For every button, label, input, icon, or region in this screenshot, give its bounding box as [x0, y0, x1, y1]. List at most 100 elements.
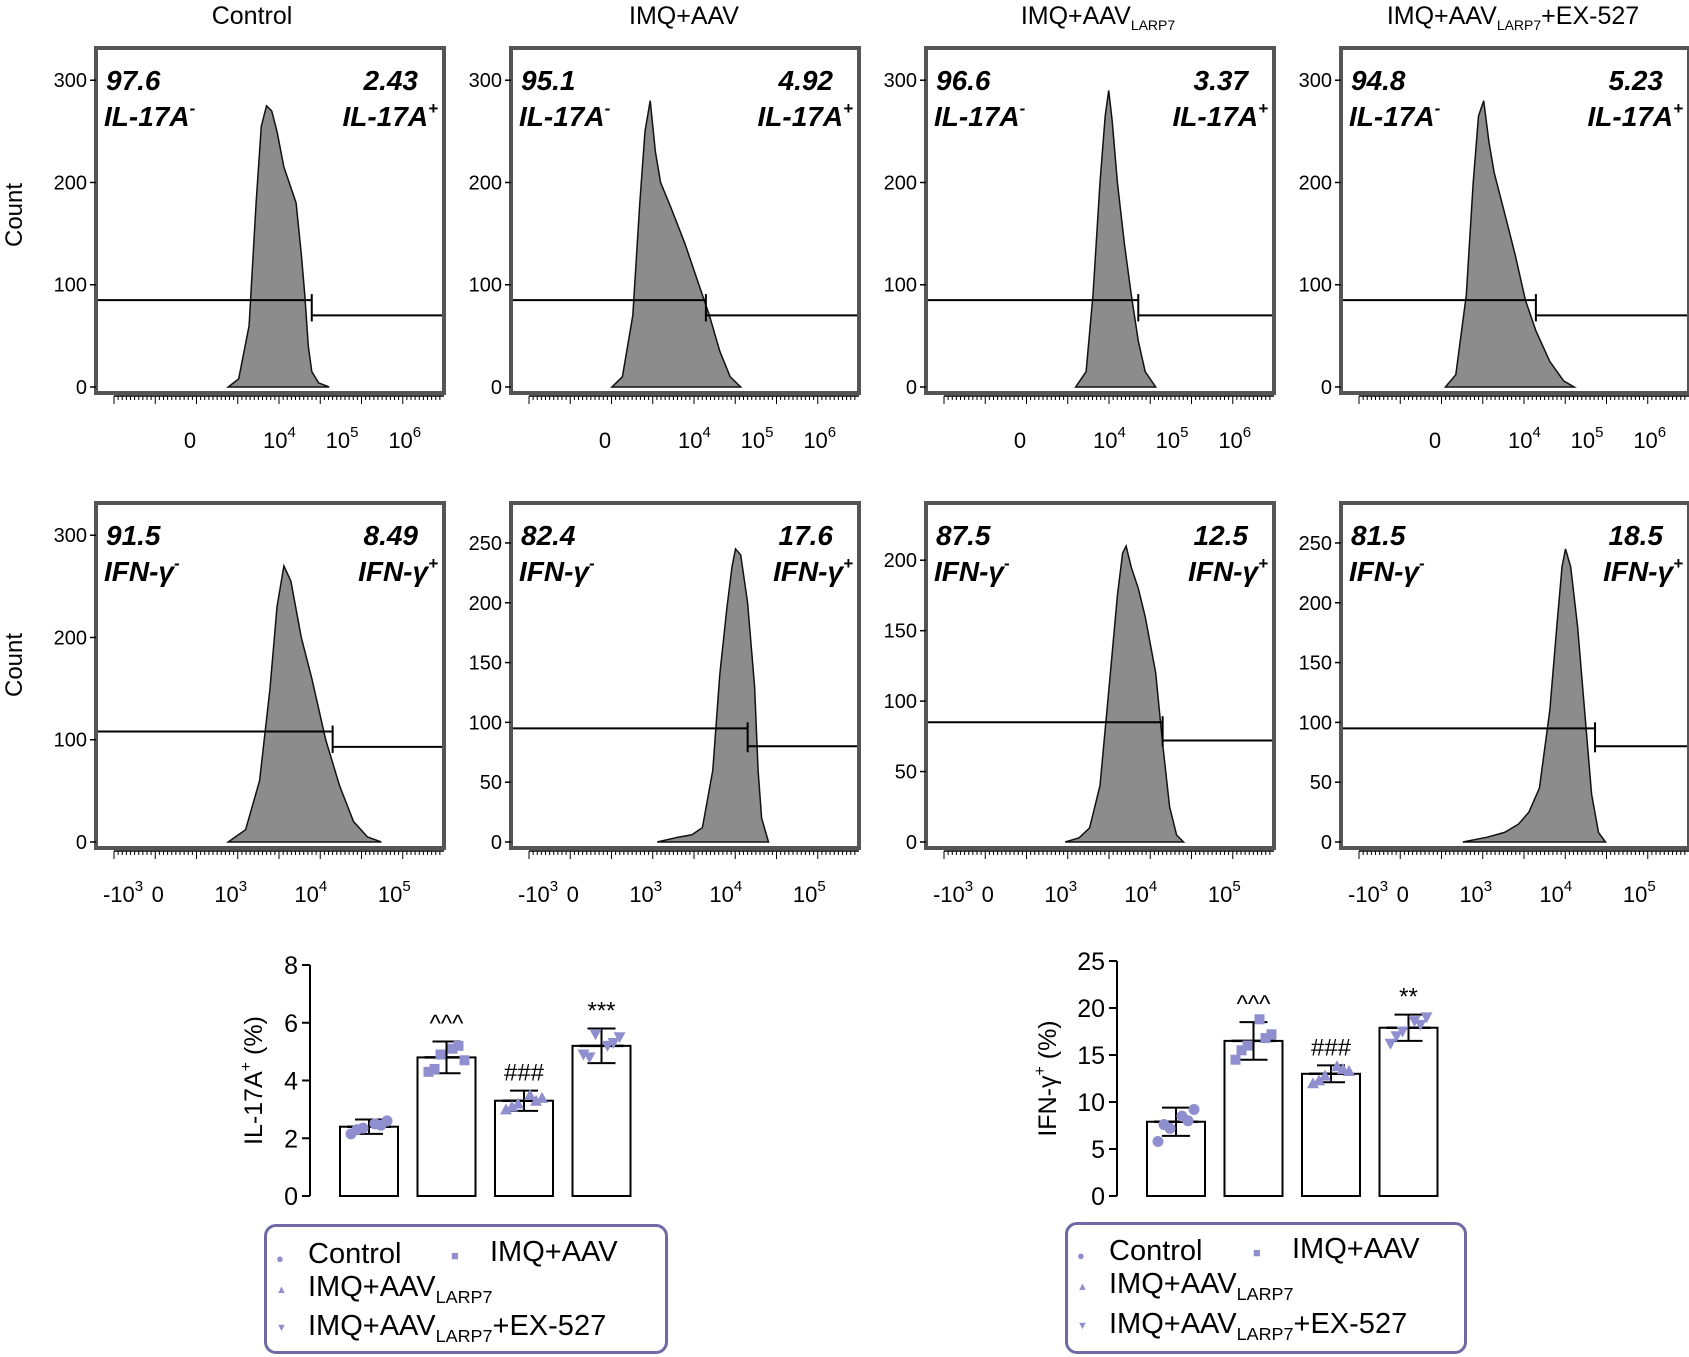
- data-point: [1331, 1060, 1343, 1072]
- panel-frame: [509, 501, 861, 850]
- data-point: [506, 1100, 518, 1112]
- x-tick-label: 104: [1124, 878, 1157, 907]
- x-tick-label: 103: [214, 878, 247, 907]
- count-labels: Count Count: [1, 183, 28, 697]
- x-tick-label: 105: [378, 878, 411, 907]
- data-point: [1414, 1019, 1427, 1031]
- y-tick-label: 20: [1077, 995, 1105, 1023]
- y-tick-label: 100: [469, 712, 502, 734]
- x-tick-label: 0: [184, 428, 196, 453]
- data-point: [1158, 1119, 1170, 1131]
- data-point: [1188, 1104, 1200, 1116]
- column-titles: Control IMQ+AAV IMQ+AAVLARP7 IMQ+AAVLARP7+E…: [212, 2, 1639, 33]
- count-axis-label: Count: [1, 633, 28, 697]
- column-title: IMQ+AAVLARP7: [1021, 2, 1176, 33]
- x-tick-label: 106: [803, 424, 836, 453]
- y-tick-label: 100: [469, 275, 502, 297]
- legend-triangle-up-marker: ▲: [276, 1284, 287, 1296]
- panel-frame: [94, 501, 446, 850]
- y-tick-label: 100: [1299, 712, 1332, 734]
- bar: [1378, 1026, 1439, 1197]
- positive-percent: 4.92: [778, 65, 834, 96]
- legend-item-imq-aav-larp7-ex527: IMQ+AAVLARP7+EX-527: [1109, 1308, 1408, 1344]
- x-tick-label: 105: [741, 424, 774, 453]
- data-point: [589, 1029, 602, 1041]
- legend-item-control: Control: [308, 1238, 402, 1270]
- legend-triangle-down-marker: ▼: [1077, 1320, 1088, 1332]
- data-point: [1307, 1077, 1319, 1089]
- panel-frame: [94, 46, 446, 395]
- y-tick-label: 0: [1321, 377, 1332, 399]
- negative-percent: 94.8: [1351, 65, 1406, 96]
- histogram-panel: 0 100 200 300 -103 0 103 104 105 91.5 8.49 IFN-γ- IF…: [54, 501, 446, 907]
- y-tick-label: 0: [491, 832, 502, 854]
- data-point: [453, 1040, 464, 1051]
- panel-frame: [1339, 46, 1689, 395]
- y-tick-label: 0: [491, 377, 502, 399]
- x-tick-label: 103: [1459, 878, 1492, 907]
- x-tick-label: 106: [1633, 424, 1666, 453]
- histogram-panel: 0 100 200 300 0 104 105 106 94.8 5.23 IL-17A- IL-17…: [1299, 46, 1689, 453]
- legend-item-imq-aav-larp7-ex527: IMQ+AAVLARP7+EX-527: [308, 1310, 607, 1346]
- significance-annotation: **: [1399, 984, 1418, 1011]
- negative-percent: 96.6: [936, 65, 991, 96]
- x-tick-label: 0: [1014, 428, 1026, 453]
- y-tick-label: 200: [1299, 172, 1332, 194]
- data-point: [583, 1052, 596, 1064]
- legend-item-imq-aav: IMQ+AAV: [1292, 1233, 1420, 1265]
- data-point: [375, 1119, 387, 1131]
- data-point: [1236, 1045, 1247, 1056]
- bar: [416, 1056, 477, 1198]
- histogram-curve: [225, 563, 382, 843]
- positive-population-label: IL-17A+: [342, 99, 438, 132]
- y-tick-label: 0: [1091, 1183, 1105, 1211]
- legend-item-control: Control: [1109, 1235, 1203, 1267]
- positive-population-label: IL-17A+: [1172, 99, 1268, 132]
- x-tick-label: 0: [152, 882, 164, 907]
- y-tick-label: 50: [480, 772, 502, 794]
- data-point: [1384, 1038, 1397, 1050]
- y-tick-label: 150: [884, 621, 917, 643]
- data-point: [1242, 1040, 1253, 1051]
- data-point: [459, 1055, 470, 1066]
- panel-frame: [1339, 501, 1689, 850]
- data-point: [500, 1103, 512, 1115]
- positive-percent: 2.43: [363, 65, 419, 96]
- data-point: [1319, 1069, 1331, 1081]
- data-point: [524, 1088, 536, 1100]
- data-point: [1230, 1054, 1241, 1065]
- x-tick-label: 0: [982, 882, 994, 907]
- y-tick-label: 250: [469, 533, 502, 555]
- negative-population-label: IL-17A-: [1349, 99, 1441, 132]
- x-tick-label: 0: [1397, 882, 1409, 907]
- significance-annotation: ###: [1311, 1034, 1352, 1061]
- y-tick-label: 100: [884, 275, 917, 297]
- data-point: [613, 1032, 626, 1044]
- x-tick-label: 0: [1429, 428, 1441, 453]
- legend-circle-marker: ●: [1077, 1248, 1085, 1263]
- y-tick-label: 0: [906, 832, 917, 854]
- column-title: IMQ+AAVLARP7+EX-527: [1387, 2, 1639, 33]
- y-tick-label: 50: [1310, 772, 1332, 794]
- legend-square-marker: ■: [1253, 1245, 1261, 1260]
- y-tick-label: 4: [284, 1068, 298, 1096]
- y-tick-label: 200: [469, 172, 502, 194]
- x-tick-label: 104: [1539, 878, 1572, 907]
- y-tick-label: 2: [284, 1125, 298, 1153]
- significance-annotation: ***: [587, 998, 615, 1025]
- data-point: [1152, 1135, 1164, 1147]
- histogram-curve: [1064, 543, 1186, 843]
- positive-percent: 17.6: [779, 520, 834, 551]
- negative-population-label: IFN-γ-: [1349, 554, 1425, 587]
- panel-frame: [509, 46, 861, 395]
- legend-item-imq-aav-larp7: IMQ+AAVLARP7: [1109, 1268, 1294, 1304]
- positive-population-label: IFN-γ+: [358, 554, 438, 587]
- data-point: [1254, 1014, 1265, 1025]
- negative-percent: 82.4: [521, 520, 576, 551]
- y-tick-label: 200: [54, 627, 87, 649]
- bar: [1301, 1072, 1361, 1198]
- y-tick-label: 200: [884, 550, 917, 572]
- legend-item-imq-aav-larp7: IMQ+AAVLARP7: [308, 1271, 493, 1307]
- negative-population-label: IFN-γ-: [104, 554, 180, 587]
